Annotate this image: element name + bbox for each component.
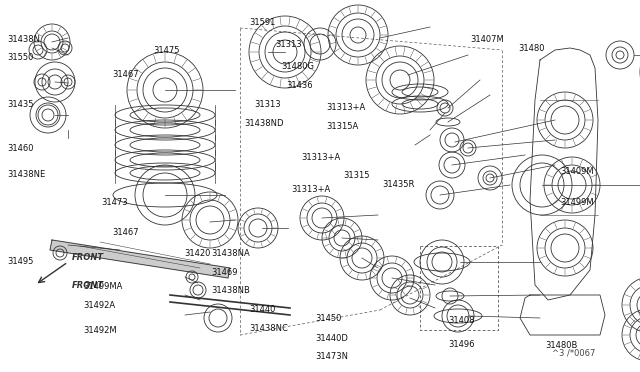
Text: 31438NA: 31438NA: [211, 249, 250, 258]
Text: ^3 /*0067: ^3 /*0067: [552, 349, 595, 358]
Text: 31409M: 31409M: [560, 167, 594, 176]
Text: 31550: 31550: [8, 53, 34, 62]
Text: 31492A: 31492A: [83, 301, 115, 310]
Text: 31473: 31473: [101, 198, 128, 207]
Text: 31315A: 31315A: [326, 122, 358, 131]
Text: FRONT: FRONT: [72, 253, 104, 263]
Text: 31420: 31420: [184, 249, 211, 258]
Text: 31467: 31467: [112, 228, 139, 237]
Text: 31492M: 31492M: [83, 326, 117, 335]
Text: 31469: 31469: [211, 268, 237, 277]
Text: 31591: 31591: [250, 18, 276, 27]
Text: 31313: 31313: [275, 40, 302, 49]
Text: 31438ND: 31438ND: [244, 119, 284, 128]
Text: 31480B: 31480B: [545, 341, 578, 350]
Text: 31435R: 31435R: [383, 180, 415, 189]
Text: 31475: 31475: [154, 46, 180, 55]
Text: 31450: 31450: [315, 314, 341, 323]
Text: 31438NB: 31438NB: [211, 286, 250, 295]
Text: 31438NE: 31438NE: [8, 170, 46, 179]
Text: 31460: 31460: [8, 144, 34, 153]
Text: 31495: 31495: [8, 257, 34, 266]
Text: 31440: 31440: [250, 305, 276, 314]
Text: 31499MA: 31499MA: [83, 282, 123, 291]
Text: 31313+A: 31313+A: [301, 153, 340, 162]
Text: 31473N: 31473N: [315, 352, 348, 361]
Polygon shape: [50, 240, 230, 278]
Text: 31435: 31435: [8, 100, 34, 109]
Text: 31480G: 31480G: [282, 62, 315, 71]
Text: 31496: 31496: [448, 340, 474, 349]
Text: 31315: 31315: [343, 171, 369, 180]
Text: 31436: 31436: [287, 81, 314, 90]
Text: 31499M: 31499M: [560, 198, 594, 207]
Text: 31407M: 31407M: [470, 35, 504, 44]
Text: 31467: 31467: [112, 70, 139, 79]
Text: FRONT: FRONT: [72, 280, 104, 289]
Text: 31313: 31313: [254, 100, 281, 109]
Text: 31438N: 31438N: [8, 35, 41, 44]
Text: 31438NC: 31438NC: [250, 324, 289, 333]
Text: 31313+A: 31313+A: [291, 185, 330, 194]
Text: 31440D: 31440D: [315, 334, 348, 343]
Text: 31480: 31480: [518, 44, 545, 53]
Text: 31408: 31408: [448, 316, 474, 325]
Text: 31313+A: 31313+A: [326, 103, 365, 112]
